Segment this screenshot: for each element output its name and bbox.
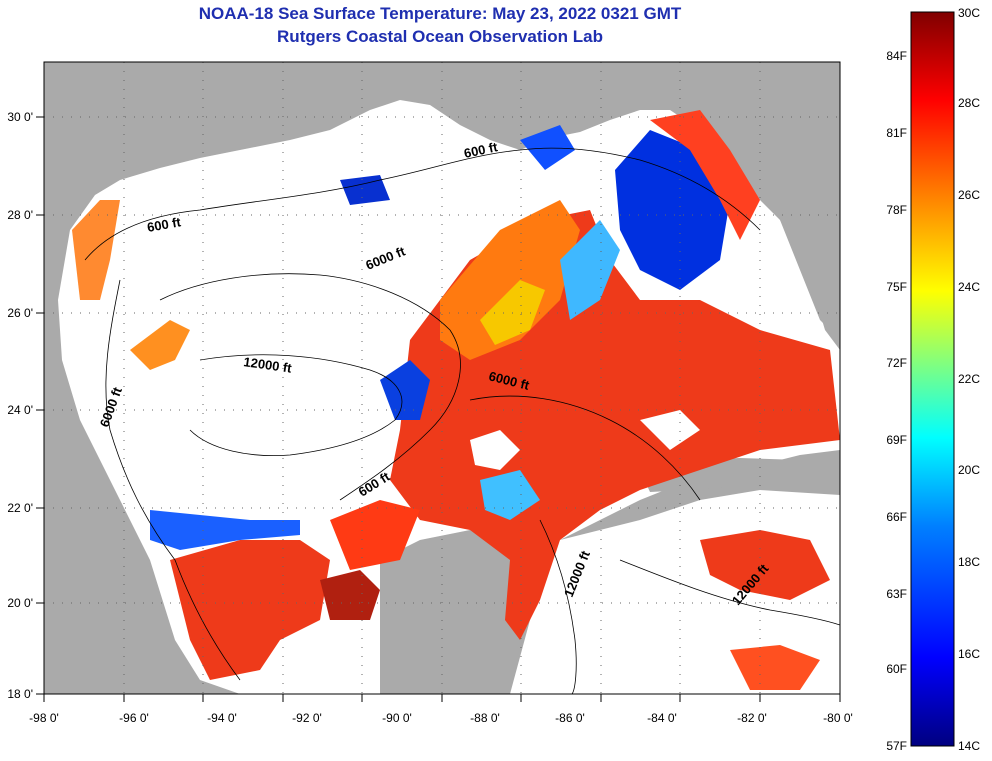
x-tick-label: -96 0' [119, 711, 149, 725]
colorbar: 30C 28C 26C 24C 22C 20C 18C 16C 14C 84F … [886, 6, 980, 753]
y-tick-label: 28 0' [7, 208, 33, 222]
map-subtitle: Rutgers Coastal Ocean Observation Lab [277, 27, 603, 46]
colorbar-c-label: 16C [958, 647, 980, 661]
colorbar-gradient [910, 11, 955, 747]
bathymetry-contours [84, 147, 840, 694]
x-tick-label: -92 0' [292, 711, 322, 725]
x-tick-label: -88 0' [470, 711, 500, 725]
x-tick-label: -90 0' [382, 711, 412, 725]
y-tick-label: 22 0' [7, 501, 33, 515]
x-tick-label: -84 0' [647, 711, 677, 725]
colorbar-f-label: 60F [886, 662, 907, 676]
contour-label: 600 ft [463, 139, 500, 161]
colorbar-c-label: 20C [958, 463, 980, 477]
colorbar-c-label: 28C [958, 96, 980, 110]
sst-patches [72, 110, 840, 690]
colorbar-f-label: 81F [886, 126, 907, 140]
colorbar-f-label: 75F [886, 280, 907, 294]
x-tick-label: -80 0' [823, 711, 853, 725]
x-tick-label: -98 0' [29, 711, 59, 725]
colorbar-c-label: 14C [958, 739, 980, 753]
x-tick-label: -82 0' [737, 711, 767, 725]
colorbar-c-label: 22C [958, 372, 980, 386]
colorbar-f-label: 69F [886, 433, 907, 447]
map-title: NOAA-18 Sea Surface Temperature: May 23,… [198, 4, 682, 23]
map-content: 600 ft 600 ft 6000 ft 12000 ft 6000 ft 6… [44, 62, 840, 694]
colorbar-c-label: 18C [958, 555, 980, 569]
y-tick-label: 20 0' [7, 596, 33, 610]
contour-label: 600 ft [146, 214, 183, 235]
colorbar-f-label: 63F [886, 587, 907, 601]
colorbar-c-label: 24C [958, 280, 980, 294]
colorbar-c-label: 26C [958, 188, 980, 202]
y-tick-label: 26 0' [7, 306, 33, 320]
axis-ticks [36, 116, 841, 702]
colorbar-f-label: 84F [886, 49, 907, 63]
x-tick-label: -86 0' [555, 711, 585, 725]
colorbar-fahrenheit-labels: 84F 81F 78F 75F 72F 69F 66F 63F 60F 57F [886, 49, 907, 753]
y-axis-labels: 30 0' 28 0' 26 0' 24 0' 22 0' 20 0' 18 0… [7, 110, 33, 701]
y-tick-label: 30 0' [7, 110, 33, 124]
yucatan-land [380, 520, 545, 694]
colorbar-f-label: 57F [886, 739, 907, 753]
x-axis-labels: -98 0' -96 0' -94 0' -92 0' -90 0' -88 0… [29, 711, 853, 725]
florida-land [760, 62, 840, 340]
y-tick-label: 24 0' [7, 403, 33, 417]
colorbar-c-label: 30C [958, 6, 980, 20]
contour-label: 12000 ft [243, 354, 294, 376]
graticule [44, 62, 840, 694]
colorbar-f-label: 66F [886, 510, 907, 524]
y-tick-label: 18 0' [7, 687, 33, 701]
colorbar-f-label: 78F [886, 203, 907, 217]
colorbar-celsius-labels: 30C 28C 26C 24C 22C 20C 18C 16C 14C [958, 6, 980, 753]
colorbar-f-label: 72F [886, 356, 907, 370]
x-tick-label: -94 0' [207, 711, 237, 725]
